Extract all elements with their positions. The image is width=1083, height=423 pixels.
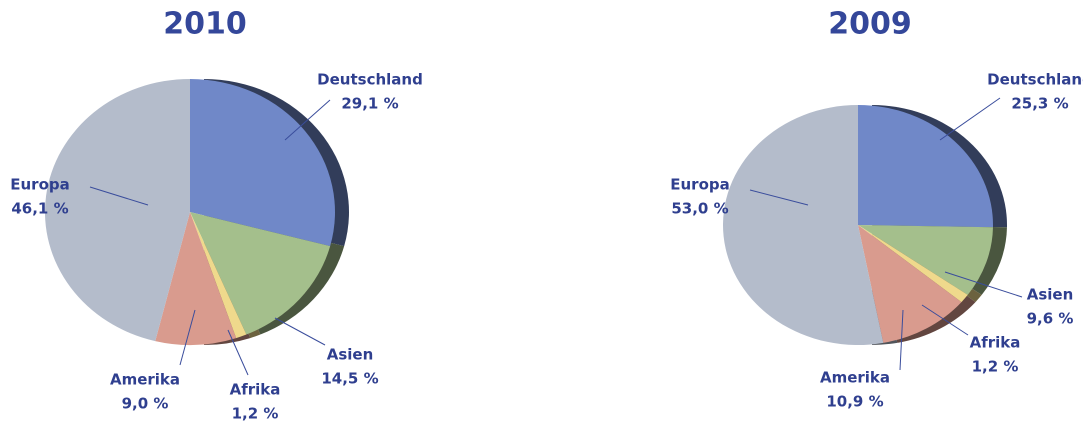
category-label: Europa: [10, 176, 70, 194]
value-label: 25,3 %: [1011, 95, 1068, 113]
leader-line: [899, 309, 904, 371]
category-label: Afrika: [230, 381, 281, 399]
leader-line: [921, 304, 969, 336]
value-label: 10,9 %: [826, 393, 883, 411]
value-label: 14,5 %: [321, 370, 378, 388]
category-label: Deutschland: [317, 71, 423, 89]
category-label: Deutschland: [987, 71, 1083, 89]
value-label: 1,2 %: [972, 358, 1019, 376]
leader-line: [939, 97, 1001, 141]
leader-line: [89, 186, 149, 206]
leader-line: [227, 329, 249, 376]
value-label: 9,6 %: [1027, 310, 1074, 328]
slice: [858, 105, 994, 228]
value-label: 9,0 %: [122, 395, 169, 413]
leader-line: [179, 309, 196, 366]
slice: [858, 225, 968, 303]
leader-line: [274, 317, 326, 346]
category-label: Asien: [1027, 286, 1074, 304]
slice: [44, 79, 191, 342]
slice: [190, 212, 247, 339]
value-label: 53,0 %: [671, 200, 728, 218]
category-label: Amerika: [820, 369, 890, 387]
chart-title: 2010: [163, 7, 247, 42]
leader-line: [284, 99, 331, 141]
slice: [723, 105, 884, 345]
category-label: Amerika: [110, 371, 180, 389]
slice: [155, 212, 237, 345]
slice: [190, 79, 336, 247]
leader-line: [749, 189, 809, 206]
category-label: Afrika: [970, 334, 1021, 352]
leader-line: [944, 271, 1023, 298]
value-label: 46,1 %: [11, 200, 68, 218]
value-label: 29,1 %: [341, 95, 398, 113]
value-label: 1,2 %: [232, 405, 279, 423]
category-label: Europa: [670, 176, 730, 194]
slice: [858, 225, 993, 295]
chart-title: 2009: [828, 7, 912, 42]
slice: [190, 212, 331, 335]
category-label: Asien: [327, 346, 374, 364]
